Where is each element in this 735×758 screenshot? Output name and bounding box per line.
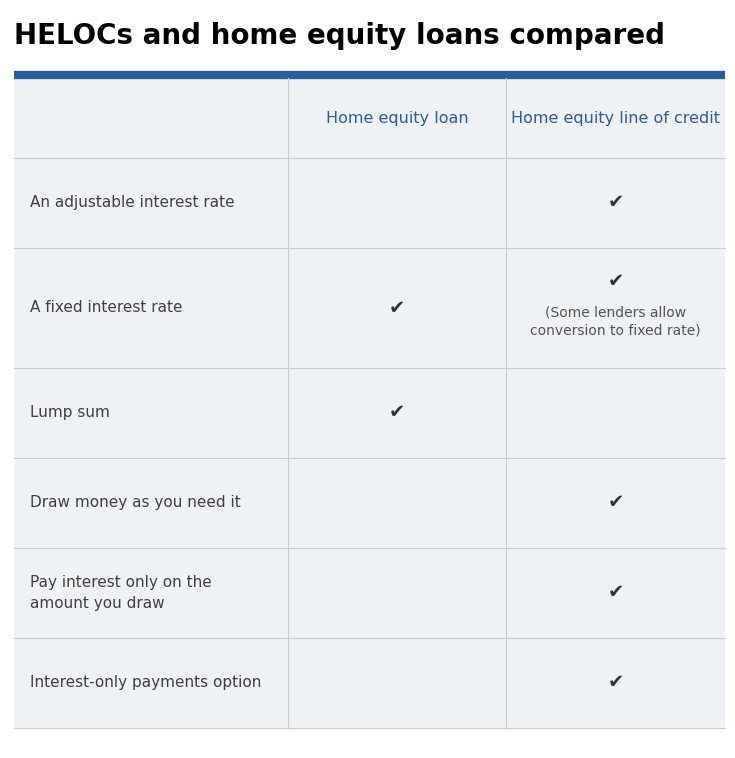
Text: HELOCs and home equity loans compared: HELOCs and home equity loans compared	[14, 23, 665, 50]
Text: ✔: ✔	[389, 403, 405, 422]
Text: ✔: ✔	[607, 584, 624, 603]
Text: ✔: ✔	[607, 674, 624, 693]
Text: A fixed interest rate: A fixed interest rate	[30, 300, 182, 315]
Text: Draw money as you need it: Draw money as you need it	[30, 496, 241, 510]
Text: Home equity line of credit: Home equity line of credit	[511, 111, 720, 126]
Text: ✔: ✔	[389, 299, 405, 318]
Text: Home equity loan: Home equity loan	[326, 111, 468, 126]
Text: Pay interest only on the
amount you draw: Pay interest only on the amount you draw	[30, 575, 212, 611]
Text: Interest-only payments option: Interest-only payments option	[30, 675, 262, 691]
Text: ✔: ✔	[607, 193, 624, 212]
Text: ✔: ✔	[607, 493, 624, 512]
Bar	[14, 78, 725, 728]
Text: Lump sum: Lump sum	[30, 406, 110, 421]
Text: (Some lenders allow
conversion to fixed rate): (Some lenders allow conversion to fixed …	[530, 305, 700, 338]
Text: ✔: ✔	[607, 272, 624, 291]
Text: An adjustable interest rate: An adjustable interest rate	[30, 196, 234, 211]
